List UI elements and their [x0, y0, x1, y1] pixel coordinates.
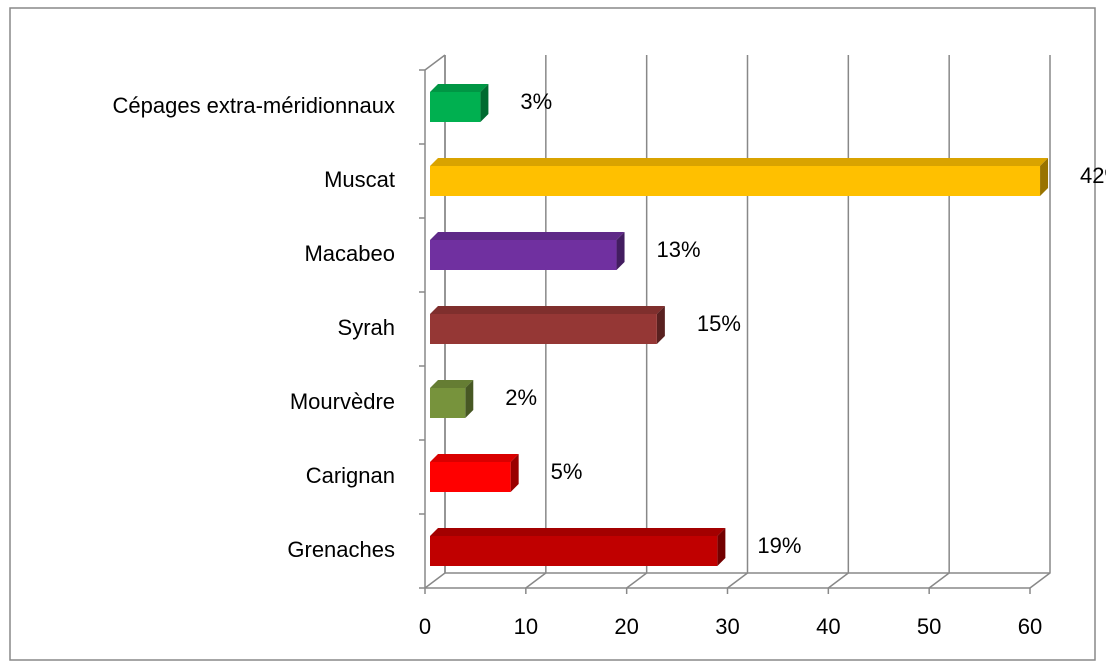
- y-tick-label: Mourvèdre: [290, 389, 395, 414]
- bar-top: [430, 454, 519, 462]
- grid-line: [424, 55, 446, 589]
- x-tick-label: 30: [715, 614, 739, 639]
- y-tick-label: Cépages extra-méridionnaux: [113, 93, 396, 118]
- data-label: 42%: [1080, 163, 1106, 188]
- bar-side: [656, 306, 665, 344]
- grid-line: [727, 55, 749, 589]
- x-tick-label: 20: [614, 614, 638, 639]
- bar-top: [430, 84, 489, 92]
- x-tick-label: 60: [1018, 614, 1042, 639]
- bar: [430, 314, 657, 344]
- bar: [430, 240, 617, 270]
- bar: [430, 92, 481, 122]
- bar-side: [1040, 158, 1049, 196]
- y-tick-label: Carignan: [306, 463, 395, 488]
- grid-line: [928, 55, 950, 589]
- x-tick-label: 0: [419, 614, 431, 639]
- bar-side: [616, 232, 625, 270]
- x-tick-label: 40: [816, 614, 840, 639]
- bar-side: [480, 84, 489, 122]
- data-label: 13%: [657, 237, 701, 262]
- bar-top: [430, 306, 665, 314]
- data-label: 3%: [520, 89, 552, 114]
- data-label: 2%: [505, 385, 537, 410]
- x-tick-label: 10: [514, 614, 538, 639]
- wall-top: [424, 54, 446, 71]
- y-tick-label: Muscat: [324, 167, 395, 192]
- data-label: 5%: [551, 459, 583, 484]
- bar-top: [430, 232, 625, 240]
- data-label: 19%: [757, 533, 801, 558]
- bar: [430, 166, 1041, 196]
- x-tick-label: 50: [917, 614, 941, 639]
- bar-side: [510, 454, 519, 492]
- bar-side: [717, 528, 726, 566]
- grid-line: [827, 55, 850, 589]
- data-label: 15%: [697, 311, 741, 336]
- bar: [430, 462, 511, 492]
- y-tick-label: Macabeo: [304, 241, 395, 266]
- bar-top: [430, 528, 726, 536]
- y-tick-label: Grenaches: [287, 537, 395, 562]
- bar-top: [430, 380, 474, 388]
- grid-line: [525, 55, 547, 589]
- grid-line: [1029, 55, 1051, 589]
- bar-side: [465, 380, 474, 418]
- y-tick-label: Syrah: [338, 315, 395, 340]
- bar: [430, 388, 466, 418]
- bar-top: [430, 158, 1049, 166]
- bar: [430, 536, 718, 566]
- grid-line: [626, 55, 648, 589]
